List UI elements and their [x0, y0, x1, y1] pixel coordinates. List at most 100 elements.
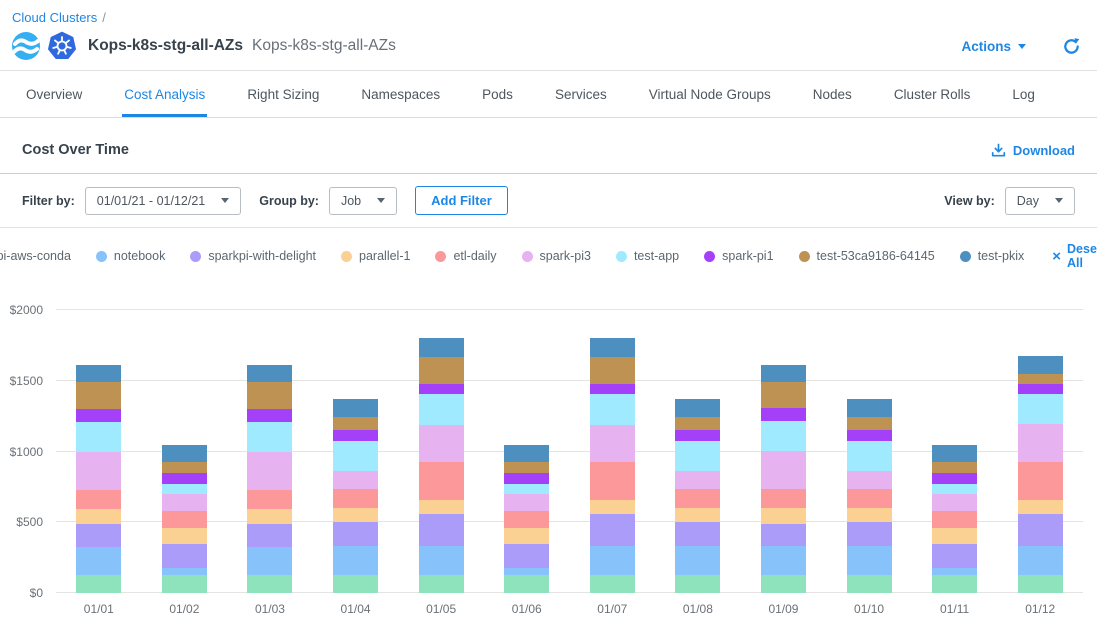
section-header: Cost Over Time Download — [0, 118, 1097, 174]
legend-item-sparkpi-with-delight[interactable]: sparkpi-with-delight — [190, 249, 316, 263]
bar-segment-spark-pi3 — [932, 494, 977, 511]
stacked-bar-01/03[interactable] — [247, 365, 292, 593]
legend-label: test-pkix — [978, 249, 1025, 263]
tab-services[interactable]: Services — [553, 71, 609, 117]
tab-right-sizing[interactable]: Right Sizing — [245, 71, 321, 117]
legend-item-spark-pi1[interactable]: spark-pi1 — [704, 249, 773, 263]
bar-segment-test-pkix — [333, 399, 378, 417]
y-axis-tick-label: $1000 — [10, 445, 43, 459]
bar-segment-test-53ca9186-64145 — [590, 357, 635, 385]
bar-segment-pi-aws-conda — [76, 575, 121, 593]
stacked-bar-01/07[interactable] — [590, 338, 635, 593]
bar-segment-notebook — [247, 547, 292, 575]
gridline — [56, 521, 1083, 522]
tab-cost-analysis[interactable]: Cost Analysis — [122, 71, 207, 117]
tab-bar: Overview Cost Analysis Right Sizing Name… — [0, 71, 1097, 118]
group-by-select[interactable]: Job — [329, 187, 397, 215]
bar-segment-test-53ca9186-64145 — [162, 462, 207, 473]
close-icon: × — [1052, 249, 1061, 264]
legend-item-spark-pi3[interactable]: spark-pi3 — [522, 249, 591, 263]
gridline — [56, 309, 1083, 310]
date-range-select[interactable]: 01/01/21 - 01/12/21 — [85, 187, 241, 215]
bar-segment-sparkpi-with-delight — [76, 524, 121, 547]
add-filter-button[interactable]: Add Filter — [415, 186, 508, 215]
bar-segment-test-53ca9186-64145 — [76, 382, 121, 409]
bar-segment-spark-pi3 — [419, 425, 464, 462]
bar-segment-test-53ca9186-64145 — [675, 417, 720, 430]
filter-by-label: Filter by: — [22, 194, 75, 208]
stacked-bar-01/08[interactable] — [675, 399, 720, 594]
bar-segment-test-pkix — [419, 338, 464, 356]
view-by-select[interactable]: Day — [1005, 187, 1075, 215]
bar-segment-notebook — [1018, 546, 1063, 574]
date-range-value: 01/01/21 - 01/12/21 — [97, 194, 205, 208]
bar-segment-test-app — [162, 484, 207, 494]
bar-segment-parallel-1 — [162, 528, 207, 544]
refresh-button[interactable] — [1062, 37, 1081, 56]
bar-segment-notebook — [761, 546, 806, 574]
bar-segment-test-53ca9186-64145 — [504, 462, 549, 473]
bar-segment-test-53ca9186-64145 — [847, 417, 892, 430]
legend-items: pi-aws-conda notebook sparkpi-with-delight… — [0, 249, 1024, 263]
legend-item-test-53ca9186-64145[interactable]: test-53ca9186-64145 — [799, 249, 935, 263]
legend-item-test-app[interactable]: test-app — [616, 249, 679, 263]
bar-segment-pi-aws-conda — [847, 575, 892, 593]
stacked-bar-01/12[interactable] — [1018, 356, 1063, 593]
bar-segment-test-pkix — [247, 365, 292, 382]
kubernetes-helm-icon — [47, 31, 77, 61]
stacked-bar-01/04[interactable] — [333, 399, 378, 594]
tab-cluster-rolls[interactable]: Cluster Rolls — [892, 71, 973, 117]
legend-item-notebook[interactable]: notebook — [96, 249, 165, 263]
bar-segment-test-pkix — [76, 365, 121, 382]
stacked-bar-01/06[interactable] — [504, 445, 549, 593]
legend-dot-icon — [341, 251, 352, 262]
x-axis-tick-label: 01/12 — [1025, 602, 1055, 616]
legend-item-parallel-1[interactable]: parallel-1 — [341, 249, 410, 263]
bar-segment-notebook — [419, 546, 464, 574]
bar-segment-sparkpi-with-delight — [1018, 514, 1063, 546]
stacked-bar-01/10[interactable] — [847, 399, 892, 594]
legend-dot-icon — [190, 251, 201, 262]
legend-dot-icon — [960, 251, 971, 262]
stacked-bar-01/11[interactable] — [932, 445, 977, 593]
tab-namespaces[interactable]: Namespaces — [359, 71, 442, 117]
deselect-all-button[interactable]: × Deselect All — [1052, 242, 1097, 270]
tab-pods[interactable]: Pods — [480, 71, 515, 117]
legend-label: test-53ca9186-64145 — [817, 249, 935, 263]
stacked-bar-01/09[interactable] — [761, 365, 806, 593]
tab-nodes[interactable]: Nodes — [811, 71, 854, 117]
bar-segment-test-53ca9186-64145 — [419, 357, 464, 385]
bar-segment-test-app — [1018, 394, 1063, 424]
bar-segment-spark-pi3 — [504, 494, 549, 511]
breadcrumb-link-cloud-clusters[interactable]: Cloud Clusters — [12, 10, 97, 25]
legend-item-test-pkix[interactable]: test-pkix — [960, 249, 1025, 263]
view-by-label: View by: — [944, 194, 994, 208]
bar-segment-spark-pi1 — [247, 409, 292, 422]
legend-label: pi-aws-conda — [0, 249, 71, 263]
actions-button[interactable]: Actions — [961, 39, 1026, 54]
download-button[interactable]: Download — [991, 143, 1075, 158]
stacked-bar-01/05[interactable] — [419, 338, 464, 593]
legend-item-pi-aws-conda[interactable]: pi-aws-conda — [0, 249, 71, 263]
bar-segment-sparkpi-with-delight — [419, 514, 464, 547]
tab-virtual-node-groups[interactable]: Virtual Node Groups — [647, 71, 773, 117]
bar-segment-notebook — [504, 568, 549, 576]
bar-segment-pi-aws-conda — [1018, 575, 1063, 593]
bar-segment-parallel-1 — [76, 509, 121, 525]
bar-segment-test-pkix — [675, 399, 720, 417]
filter-bar: Filter by: 01/01/21 - 01/12/21 Group by:… — [0, 174, 1097, 228]
stacked-bar-01/02[interactable] — [162, 445, 207, 593]
group-by-label: Group by: — [259, 194, 319, 208]
bar-segment-sparkpi-with-delight — [504, 544, 549, 567]
legend-item-etl-daily[interactable]: etl-daily — [435, 249, 496, 263]
tab-log[interactable]: Log — [1010, 71, 1037, 117]
bar-segment-pi-aws-conda — [932, 575, 977, 593]
bar-segment-parallel-1 — [761, 508, 806, 524]
bar-segment-test-app — [76, 422, 121, 452]
x-axis-tick-label: 01/03 — [255, 602, 285, 616]
legend-label: notebook — [114, 249, 165, 263]
bar-segment-spark-pi1 — [162, 473, 207, 484]
bar-segment-spark-pi3 — [247, 452, 292, 490]
stacked-bar-01/01[interactable] — [76, 365, 121, 593]
tab-overview[interactable]: Overview — [24, 71, 84, 117]
